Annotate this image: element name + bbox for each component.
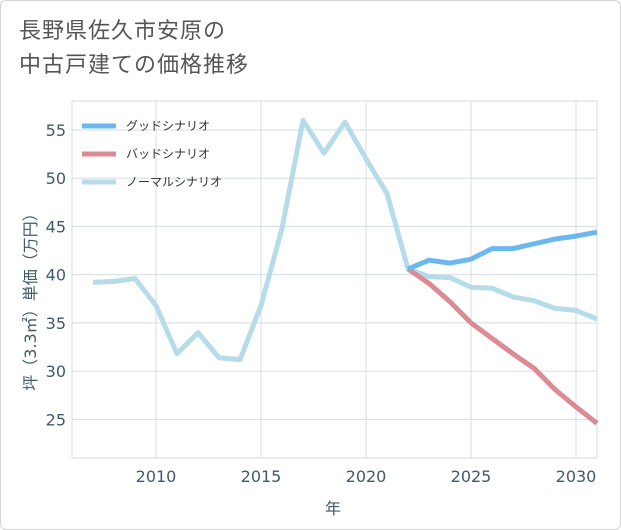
y-axis-title: 坪（3.3㎡）単価（万円） xyxy=(21,205,40,390)
x-tick-labels: 2010 2015 2020 2025 2030 xyxy=(136,467,597,486)
x-tick-label: 2030 xyxy=(556,467,597,486)
x-tick-label: 2015 xyxy=(241,467,282,486)
plot-frame xyxy=(71,100,598,459)
y-tick-label: 50 xyxy=(46,169,66,188)
chart-title: 長野県佐久市安原の 中古戸建ての価格推移 xyxy=(19,19,250,78)
x-tick-label: 2010 xyxy=(136,467,177,486)
series-line-2 xyxy=(406,266,599,426)
legend-label: ノーマルシナリオ xyxy=(126,175,222,189)
y-tick-label: 40 xyxy=(46,266,66,285)
legend-label: グッドシナリオ xyxy=(126,119,210,133)
y-tick-label: 30 xyxy=(46,362,66,381)
y-tick-label: 25 xyxy=(46,410,66,429)
x-tick-label: 2025 xyxy=(451,467,492,486)
x-axis-title: 年 xyxy=(325,499,341,518)
x-tick-label: 2020 xyxy=(346,467,387,486)
y-tick-label: 55 xyxy=(46,121,66,140)
y-tick-labels: 25 30 35 40 45 50 55 xyxy=(46,121,66,429)
series-line-3 xyxy=(92,117,598,363)
y-tick-label: 45 xyxy=(46,217,66,236)
y-tick-label: 35 xyxy=(46,314,66,333)
legend-label: バッドシナリオ xyxy=(126,147,210,161)
series-line-1 xyxy=(407,229,598,272)
series-lines xyxy=(92,117,599,426)
